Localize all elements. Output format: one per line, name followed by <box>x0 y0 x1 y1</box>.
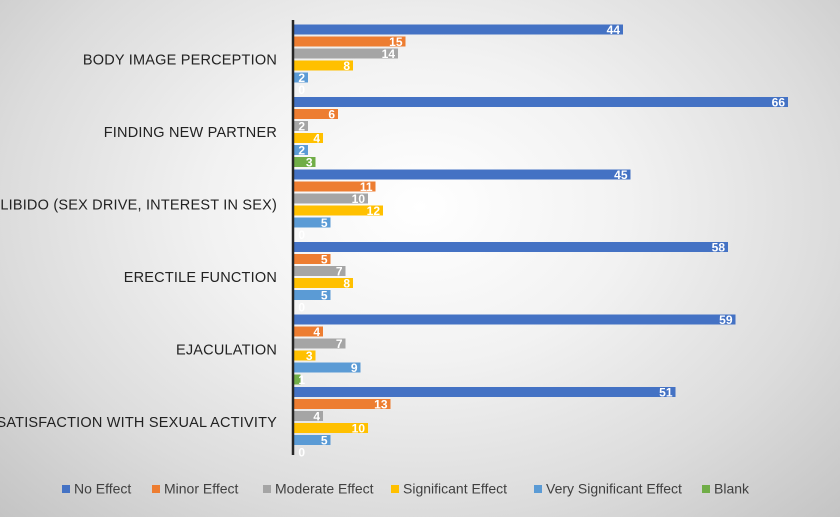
data-label: 2 <box>298 71 305 85</box>
data-label: 12 <box>367 204 381 218</box>
bar <box>293 217 331 228</box>
bar <box>293 157 316 167</box>
data-label: 2 <box>298 144 305 158</box>
bar <box>293 362 361 373</box>
data-label: 66 <box>772 96 786 110</box>
data-label: 10 <box>352 422 366 436</box>
bar <box>293 387 676 397</box>
bars-group <box>293 24 788 445</box>
data-label: 58 <box>712 241 726 255</box>
category-labels-group: BODY IMAGE PERCEPTION FINDING NEW PARTNER… <box>0 53 277 432</box>
bar <box>293 97 788 107</box>
data-label: 5 <box>321 216 328 230</box>
bar <box>293 145 308 155</box>
data-label: 51 <box>659 386 673 400</box>
data-label: 5 <box>321 289 328 303</box>
data-label: 0 <box>298 83 305 97</box>
bar <box>293 48 398 59</box>
legend-swatch <box>62 485 70 493</box>
bar <box>293 435 331 445</box>
bar <box>293 423 368 433</box>
data-label: 0 <box>298 446 305 460</box>
bar <box>293 254 331 264</box>
bar <box>293 60 353 71</box>
bar <box>293 350 316 361</box>
bar <box>293 72 308 83</box>
legend-swatch <box>534 485 542 493</box>
category-label: SATISFACTION WITH SEXUAL ACTIVITY <box>0 415 277 431</box>
data-label: 8 <box>343 277 350 291</box>
legend-swatch <box>391 485 399 493</box>
bar <box>293 266 346 276</box>
data-label: 7 <box>336 337 343 351</box>
category-label: ERECTILE FUNCTION <box>124 270 277 286</box>
legend-label: Significant Effect <box>403 481 507 497</box>
bar <box>293 338 346 349</box>
data-label: 0 <box>298 228 305 242</box>
legend-label: Minor Effect <box>164 481 239 497</box>
legend-swatch <box>152 485 160 493</box>
data-label: 59 <box>719 313 733 327</box>
bar <box>293 242 728 252</box>
data-label: 4 <box>313 132 320 146</box>
data-label: 6 <box>328 108 335 122</box>
data-label: 7 <box>336 265 343 279</box>
bar <box>293 193 368 204</box>
data-label: 8 <box>343 59 350 73</box>
data-label: 5 <box>321 253 328 267</box>
data-label: 2 <box>298 120 305 134</box>
data-label: 0 <box>298 301 305 315</box>
category-label: EJACULATION <box>176 343 277 359</box>
data-label: 1 <box>298 373 305 387</box>
data-label: 3 <box>306 156 313 170</box>
bar <box>293 399 391 409</box>
category-label: BODY IMAGE PERCEPTION <box>83 53 277 69</box>
data-label: 13 <box>374 398 388 412</box>
category-label: LIBIDO (SEX DRIVE, INTEREST IN SEX) <box>0 198 277 214</box>
bar <box>293 121 308 131</box>
bar <box>293 290 331 300</box>
data-label: 11 <box>360 180 373 194</box>
bar <box>293 24 623 35</box>
legend: No Effect Minor Effect Moderate Effect Sign… <box>62 481 750 497</box>
bar <box>293 411 323 421</box>
data-label: 4 <box>313 410 320 424</box>
bar <box>293 374 301 385</box>
bar <box>293 169 631 180</box>
data-label: 4 <box>313 325 320 339</box>
legend-swatch <box>702 485 710 493</box>
legend-label: No Effect <box>74 481 131 497</box>
legend-label: Blank <box>714 481 750 497</box>
data-label: 9 <box>351 361 358 375</box>
bar <box>293 109 338 119</box>
legend-swatch <box>263 485 271 493</box>
data-label: 10 <box>352 192 366 206</box>
legend-label: Very Significant Effect <box>546 481 682 497</box>
bar <box>293 326 323 337</box>
bar <box>293 278 353 288</box>
data-label: 5 <box>321 434 328 448</box>
data-label: 3 <box>306 349 313 363</box>
legend-label: Moderate Effect <box>275 481 374 497</box>
bar <box>293 205 383 216</box>
bar <box>293 133 323 143</box>
data-label: 14 <box>382 47 396 61</box>
category-label: FINDING NEW PARTNER <box>104 125 277 141</box>
bar <box>293 314 736 325</box>
data-label: 44 <box>607 23 621 37</box>
data-label: 15 <box>389 35 403 49</box>
data-labels-group: 4415148206662423451110125058578505947391… <box>298 23 785 460</box>
data-label: 45 <box>614 168 628 182</box>
bar <box>293 181 376 192</box>
bar <box>293 36 406 47</box>
